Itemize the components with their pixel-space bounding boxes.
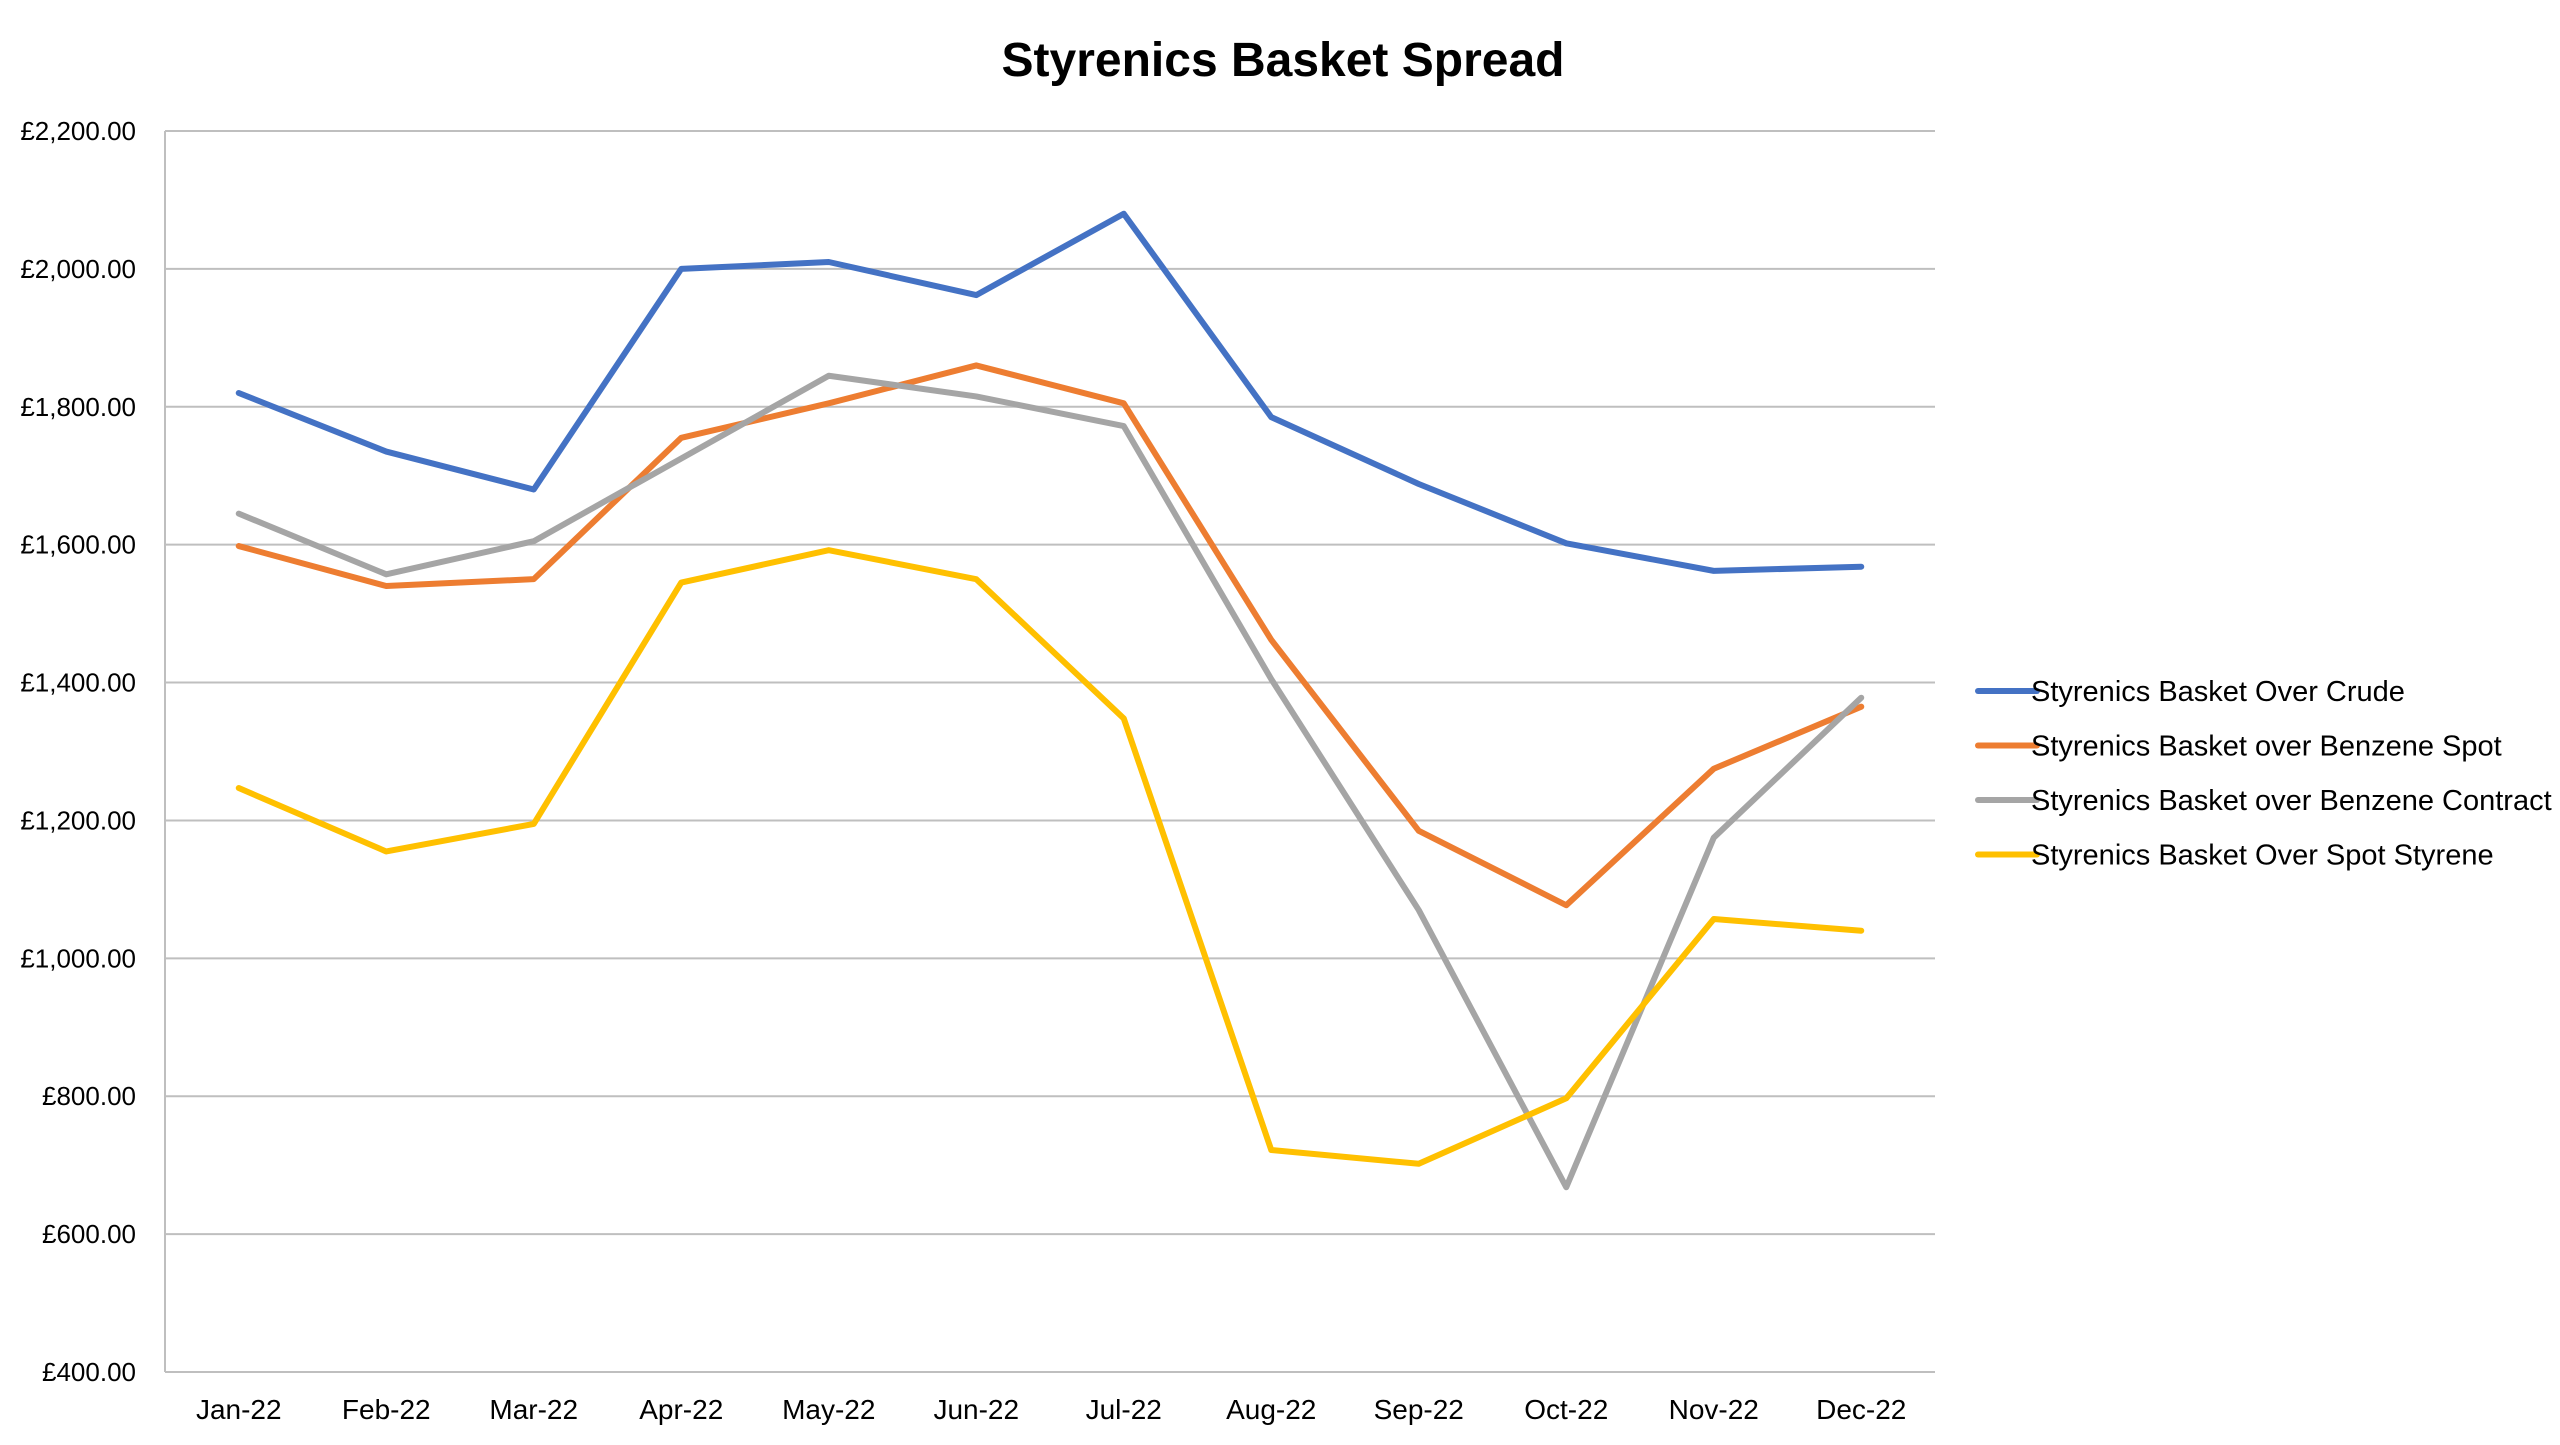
x-tick-label: Sep-22 [1374,1394,1464,1425]
x-tick-label: Jan-22 [196,1394,282,1425]
y-tick-label: £1,400.00 [20,668,136,698]
series-line-3 [235,372,1865,1191]
gridlines [164,130,1935,1373]
legend-label: Styrenics Basket Over Crude [2031,676,2405,708]
x-tick-label: Oct-22 [1524,1394,1608,1425]
chart-title: Styrenics Basket Spread [1002,34,1565,87]
y-tick-label: £600.00 [42,1219,136,1249]
legend: Styrenics Basket Over Crude Styrenics Bas… [1975,676,2552,872]
y-tick-label: £2,000.00 [20,254,136,284]
y-tick-label: £1,200.00 [20,805,136,835]
x-tick-label: May-22 [782,1394,875,1425]
x-tick-label: Apr-22 [639,1394,723,1425]
y-tick-label: £400.00 [42,1357,136,1387]
x-tick-label: Dec-22 [1816,1394,1906,1425]
y-tick-label: £1,800.00 [20,392,136,422]
x-tick-label: Feb-22 [342,1394,431,1425]
x-axis-tick-labels: Jan-22 Feb-22 Mar-22 Apr-22 May-22 Jun-22 Jul-… [196,1394,1906,1425]
y-tick-label: £2,200.00 [20,116,136,146]
series-line-1 [235,210,1865,574]
x-tick-label: Jul-22 [1086,1394,1162,1425]
legend-label: Styrenics Basket over Benzene Contract [2031,785,2552,817]
x-tick-label: Nov-22 [1669,1394,1759,1425]
legend-label: Styrenics Basket over Benzene Spot [2031,731,2502,763]
y-tick-label: £800.00 [42,1081,136,1111]
series-lines [235,210,1865,1191]
series-line-4 [235,547,1865,1167]
y-axis-tick-labels: £400.00 £600.00 £800.00 £1,000.00 £1,200.00 £… [20,116,136,1387]
x-tick-label: Mar-22 [489,1394,578,1425]
series-line-2 [235,362,1865,909]
x-tick-label: Aug-22 [1226,1394,1316,1425]
y-tick-label: £1,000.00 [20,943,136,973]
legend-label: Styrenics Basket Over Spot Styrene [2031,840,2494,872]
x-tick-label: Jun-22 [933,1394,1019,1425]
y-tick-label: £1,600.00 [20,530,136,560]
